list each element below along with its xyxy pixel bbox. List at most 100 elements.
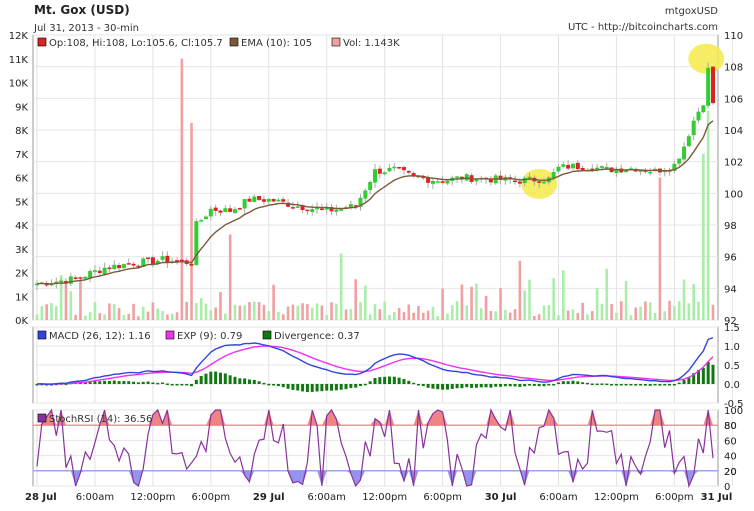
- divergence-bar: [619, 384, 623, 386]
- divergence-bar: [238, 378, 242, 384]
- volume-bar: [402, 312, 406, 320]
- candle-body: [242, 199, 247, 209]
- divergence-bar: [547, 384, 551, 386]
- candle-body: [522, 177, 527, 184]
- x-tick-label: 31 Jul: [701, 492, 733, 503]
- divergence-bar: [648, 384, 652, 386]
- divergence-bar: [262, 382, 266, 385]
- candle-body: [537, 181, 542, 183]
- x-tick-label: 6:00am: [76, 492, 114, 503]
- candle-body: [73, 277, 78, 279]
- volume-bar: [566, 310, 570, 320]
- divergence-bar: [697, 369, 701, 384]
- upper-band-label: 80: [724, 421, 737, 432]
- x-tick-label: 6:00pm: [655, 492, 694, 503]
- chart-source: UTC - http://bitcoincharts.com: [568, 22, 718, 33]
- price-tick-label: 106: [724, 94, 743, 105]
- volume-bar: [127, 313, 131, 320]
- price-tick-label: 110: [724, 31, 743, 42]
- divergence-bar: [528, 384, 532, 386]
- volume-bar: [199, 298, 203, 320]
- volume-bar: [677, 301, 681, 320]
- volume-bar: [185, 301, 188, 320]
- divergence-bar: [281, 384, 285, 388]
- volume-bar: [484, 295, 488, 320]
- candle-body: [648, 171, 653, 174]
- volume-bar: [610, 303, 613, 320]
- divergence-bar: [387, 376, 391, 384]
- volume-bar: [368, 314, 372, 320]
- candle-body: [580, 167, 585, 171]
- candle-body: [624, 170, 629, 173]
- x-tick-label: 6:00pm: [423, 492, 462, 503]
- divergence-bar: [98, 381, 102, 384]
- candle-body: [78, 277, 83, 279]
- candle-body: [445, 180, 450, 184]
- volume-bar: [455, 301, 459, 320]
- candle-body: [189, 263, 194, 266]
- candle-body: [599, 166, 604, 168]
- macd-tick-label: 1.5: [724, 323, 740, 334]
- volume-bar: [581, 302, 584, 320]
- price-tick-label: 104: [724, 126, 743, 137]
- axis-labels: 0K 1K 2K 3K 4K 5K 6K 7K 8K 9K 10K 11K 12K 92 94 96 98 100…: [9, 31, 744, 503]
- divergence-bar: [305, 384, 309, 393]
- divergence-bar: [185, 384, 189, 386]
- volume-bar: [615, 312, 618, 320]
- divergence-bar: [122, 381, 126, 384]
- volume-bar: [296, 305, 300, 320]
- volume-bar: [330, 302, 333, 320]
- ema-legend-label: EMA (10): 105: [241, 38, 312, 49]
- divergence-bar: [610, 384, 614, 386]
- volume-bar: [658, 177, 662, 320]
- candle-body: [97, 270, 102, 273]
- chart-subtitle: Jul 31, 2013 - 30-min: [33, 23, 139, 34]
- volume-bar: [605, 268, 609, 320]
- stoch-tick-label: 40: [724, 452, 737, 463]
- divergence-bar: [339, 384, 343, 390]
- stoch-line: [36, 408, 714, 489]
- ohlc-legend-label: Op:108, Hi:108, Lo:105.6, Cl:105.7: [49, 38, 223, 49]
- candle-body: [160, 256, 165, 260]
- candle-body: [199, 220, 204, 222]
- divergence-bar: [315, 384, 319, 392]
- divergence-bar: [460, 384, 464, 389]
- candle-body: [488, 178, 493, 183]
- candle-body: [54, 281, 59, 284]
- macd-tick-label: 1.0: [724, 342, 740, 353]
- divergence-bar: [421, 384, 425, 387]
- divergence-bar: [581, 382, 585, 384]
- candle-body: [83, 276, 88, 279]
- candle-body: [604, 166, 609, 169]
- divergence-bar: [344, 384, 348, 390]
- volume-bar: [64, 280, 68, 320]
- divergence-bar: [590, 383, 594, 386]
- volume-bar: [702, 153, 705, 320]
- candle-body: [561, 164, 566, 167]
- divergence-bar: [112, 380, 116, 384]
- candle-body: [165, 255, 170, 263]
- divergence-bar: [175, 384, 179, 386]
- divergence-bar: [223, 373, 227, 384]
- candle-body: [426, 177, 431, 183]
- candle-body: [107, 267, 112, 270]
- divergence-bar: [441, 384, 445, 390]
- x-tick-label: 12:00pm: [594, 492, 639, 503]
- volume-bar: [243, 305, 246, 320]
- stoch-tick-label: 80: [724, 421, 737, 432]
- volume-tick-label: 0K: [15, 316, 28, 327]
- volume-bar: [103, 314, 106, 320]
- volume-bar: [595, 287, 599, 320]
- volume-tick-label: 4K: [15, 221, 28, 232]
- volume-bar: [431, 306, 435, 320]
- divergence-bar: [537, 384, 541, 387]
- divergence-bar: [301, 384, 305, 392]
- candle-body: [146, 257, 151, 260]
- divergence-bar: [83, 382, 87, 384]
- divergence-bar: [349, 384, 353, 389]
- ema-line: [36, 120, 714, 285]
- volume-bar: [421, 312, 425, 320]
- volume-bar: [470, 286, 473, 320]
- candle-body: [271, 198, 276, 202]
- divergence-bar: [204, 373, 208, 384]
